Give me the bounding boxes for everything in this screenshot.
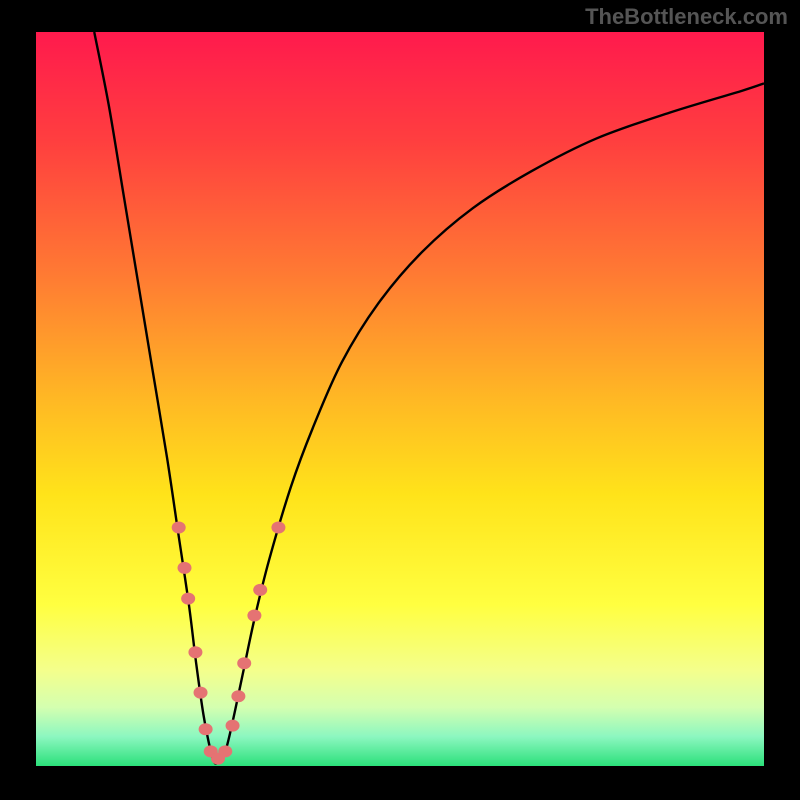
data-marker [253, 584, 267, 596]
data-marker [271, 521, 285, 533]
data-marker [237, 657, 251, 669]
data-marker [231, 690, 245, 702]
chart-container: TheBottleneck.com [0, 0, 800, 800]
plot-area [36, 32, 764, 766]
data-marker [218, 745, 232, 757]
chart-svg [36, 32, 764, 766]
watermark-text: TheBottleneck.com [585, 4, 788, 30]
data-marker [188, 646, 202, 658]
data-markers [172, 521, 286, 764]
data-marker [226, 720, 240, 732]
data-marker [247, 610, 261, 622]
data-marker [172, 521, 186, 533]
data-marker [199, 723, 213, 735]
data-marker [181, 593, 195, 605]
data-marker [178, 562, 192, 574]
data-marker [194, 687, 208, 699]
